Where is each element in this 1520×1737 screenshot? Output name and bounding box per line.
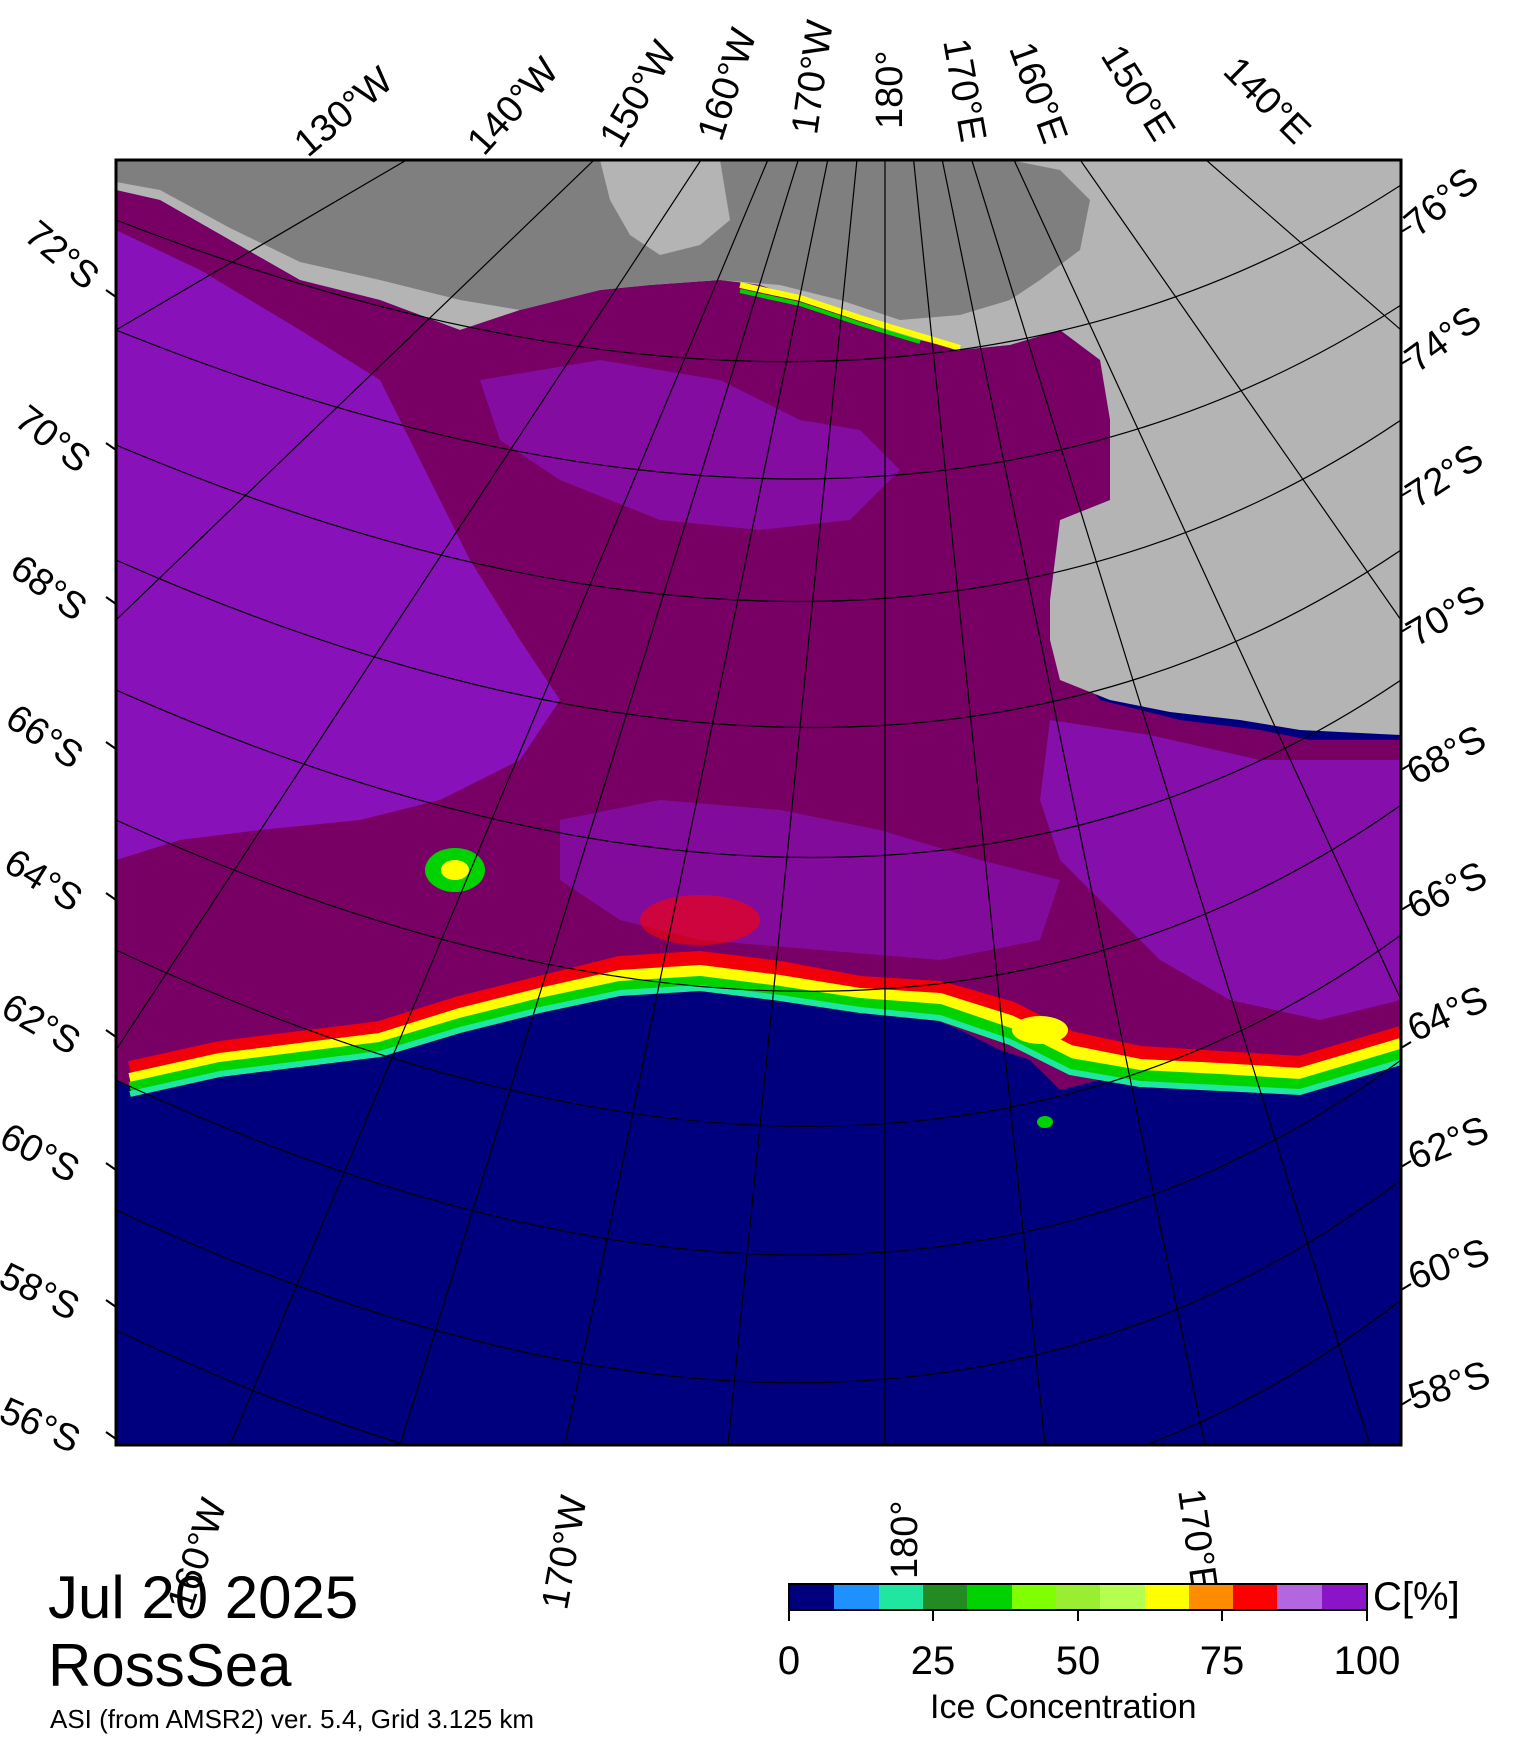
colorbar-segment-9 xyxy=(1188,1585,1234,1609)
colorbar-segment-0 xyxy=(790,1585,835,1609)
colorbar-segment-7 xyxy=(1100,1585,1145,1609)
ross-ice-shelf xyxy=(116,160,1090,320)
colorbar-segment-3 xyxy=(922,1585,968,1609)
colorbar-segment-2 xyxy=(878,1585,923,1609)
colorbar-segment-6 xyxy=(1055,1585,1101,1609)
colorbar-tick-25 xyxy=(932,1611,934,1621)
marginal-ice-red xyxy=(128,951,1401,1079)
marginal-ice-cyan xyxy=(129,985,1401,1097)
colorbar-segment-8 xyxy=(1144,1585,1189,1609)
coastal-ice-fringe xyxy=(739,282,961,351)
colorbar-tick-0 xyxy=(788,1611,790,1621)
colorbar-segment-4 xyxy=(967,1585,1012,1609)
colorbar-tick-label-50: 50 xyxy=(1055,1639,1101,1683)
ice-high-concentration-west xyxy=(116,230,560,860)
colorbar-tick-50 xyxy=(1077,1611,1079,1621)
frame-ticks xyxy=(105,225,1412,1440)
ice-patch-yellow xyxy=(441,860,469,880)
colorbar-segment-5 xyxy=(1011,1585,1056,1609)
colorbar-segment-12 xyxy=(1321,1585,1367,1609)
colorbar-title: Ice Concentration xyxy=(930,1688,1197,1726)
ice-concentration-colorbar xyxy=(788,1583,1368,1611)
ice-high-concentration-east xyxy=(1040,720,1401,1020)
map-frame xyxy=(114,158,1403,1447)
date-label: Jul 20 2025 xyxy=(48,1564,359,1631)
colorbar-tick-label-75: 75 xyxy=(1199,1639,1245,1683)
lon-label-top-6: 180° xyxy=(869,50,911,129)
colorbar-tick-100 xyxy=(1366,1611,1368,1621)
colorbar-tick-label-0: 0 xyxy=(777,1639,801,1683)
lon-label-bottom-3: 180° xyxy=(884,1500,926,1579)
ice-high-concentration-mid xyxy=(480,360,900,530)
colorbar-segment-11 xyxy=(1277,1585,1322,1609)
colorbar-tick-label-100: 100 xyxy=(1333,1639,1401,1683)
colorbar-tick-label-25: 25 xyxy=(910,1639,956,1683)
marginal-ice-yellow xyxy=(128,965,1401,1087)
ice-patch-red xyxy=(640,895,760,945)
region-label: RossSea xyxy=(48,1632,292,1699)
marginal-ice-green xyxy=(128,976,1401,1094)
colorbar-segment-10 xyxy=(1233,1585,1278,1609)
ice-patch-yellow-2 xyxy=(1012,1016,1068,1044)
colorbar-unit-label: C[%] xyxy=(1373,1575,1460,1619)
graticule xyxy=(116,160,1401,1445)
ice-shelf-light-patch xyxy=(600,160,730,255)
colorbar-segment-1 xyxy=(834,1585,879,1609)
data-source-label: ASI (from AMSR2) ver. 5.4, Grid 3.125 km xyxy=(50,1704,535,1734)
ice-patch-green-2 xyxy=(1037,1116,1053,1128)
colorbar-tick-75 xyxy=(1221,1611,1223,1621)
coastal-ice-fringe-green xyxy=(739,289,921,344)
